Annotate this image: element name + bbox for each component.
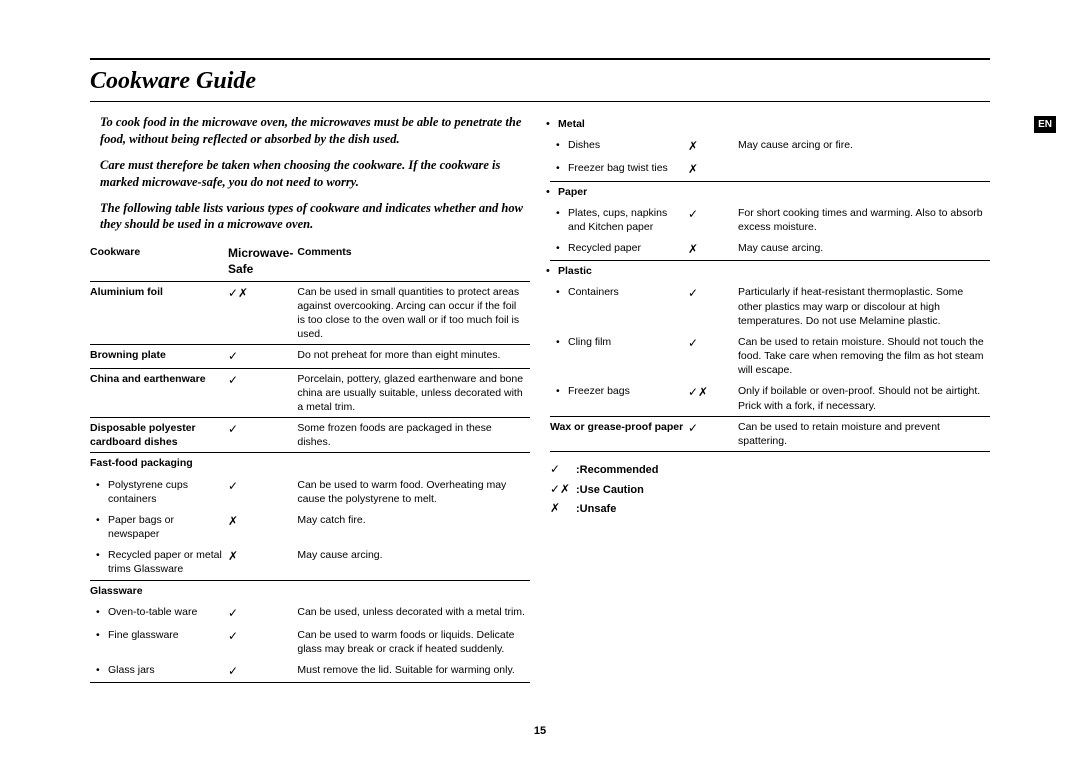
table-cell-comment: Can be used in small quantities to prote… xyxy=(297,281,530,345)
table-cell-comment: Can be used, unless decorated with a met… xyxy=(297,601,530,624)
table-cell-safe: ✗ xyxy=(228,509,297,544)
page-number: 15 xyxy=(0,725,1080,737)
table-cell-comment: Particularly if heat-resistant thermopla… xyxy=(738,282,990,332)
table-cell-name: Glass jars xyxy=(90,660,228,683)
table-cell-safe: ✓ xyxy=(688,416,738,451)
table-cell-name: Dishes xyxy=(550,135,688,158)
table-cell-comment: May cause arcing. xyxy=(297,545,530,580)
table-cell-comment: May cause arcing or fire. xyxy=(738,135,990,158)
table-cell-safe: ✓ xyxy=(688,331,738,381)
table-cell-safe: ✓ xyxy=(228,418,297,453)
intro-para-1: To cook food in the microwave oven, the … xyxy=(90,114,530,148)
right-column: MetalDishes✗May cause arcing or fire.Fre… xyxy=(550,114,990,683)
table-cell-safe: ✓ xyxy=(228,601,297,624)
table-cell-safe: ✓ xyxy=(228,624,297,659)
table-cell-safe: ✗ xyxy=(228,545,297,580)
table-cell-comment xyxy=(738,158,990,181)
table-cell-name: Freezer bags xyxy=(550,381,688,416)
table-cell-comment: Some frozen foods are packaged in these … xyxy=(297,418,530,453)
page-title: Cookware Guide xyxy=(90,68,990,95)
col-header-safe: Microwave-Safe xyxy=(228,242,297,281)
table-cell-safe: ✓ xyxy=(228,474,297,509)
content-columns: To cook food in the microwave oven, the … xyxy=(90,114,990,683)
cookware-table-left: Cookware Microwave-Safe Comments Alumini… xyxy=(90,242,530,683)
table-cell-name: Recycled paper xyxy=(550,238,688,261)
col-header-cookware: Cookware xyxy=(90,242,228,281)
rule-below-title xyxy=(90,101,990,102)
table-cell-name: Recycled paper or metal trims Glassware xyxy=(90,545,228,580)
table-cell-name: Cling film xyxy=(550,331,688,381)
intro-para-2: Care must therefore be taken when choosi… xyxy=(90,157,530,191)
table-cell-comment: May catch fire. xyxy=(297,509,530,544)
col-header-comments: Comments xyxy=(297,242,530,281)
table-cell-comment: Can be used to retain moisture. Should n… xyxy=(738,331,990,381)
table-cell-name: Freezer bag twist ties xyxy=(550,158,688,181)
table-cell-safe: ✓ xyxy=(688,282,738,332)
table-cell-name: Aluminium foil xyxy=(90,281,228,345)
table-cell-name: Containers xyxy=(550,282,688,332)
legend-item: ✗:Unsafe xyxy=(550,499,990,519)
table-cell-comment: May cause arcing. xyxy=(738,238,990,261)
table-cell-safe: ✓ xyxy=(688,202,738,237)
table-cell-safe: ✓ xyxy=(228,660,297,683)
table-cell-name: China and earthenware xyxy=(90,368,228,418)
table-cell-comment: Must remove the lid. Suitable for warmin… xyxy=(297,660,530,683)
table-cell-name: Browning plate xyxy=(90,345,228,368)
table-cell-name: Disposable polyester cardboard dishes xyxy=(90,418,228,453)
table-cell-safe: ✗ xyxy=(688,158,738,181)
table-cell-comment: Can be used to warm food. Overheating ma… xyxy=(297,474,530,509)
table-cell-safe: ✓ xyxy=(228,345,297,368)
table-cell-comment: Only if boilable or oven-proof. Should n… xyxy=(738,381,990,416)
intro-para-3: The following table lists various types … xyxy=(90,200,530,234)
table-cell-comment: Can be used to retain moisture and preve… xyxy=(738,416,990,451)
table-cell-safe: ✓✗ xyxy=(688,381,738,416)
table-cell-comment: Porcelain, pottery, glazed earthenware a… xyxy=(297,368,530,418)
legend-item: ✓:Recommended xyxy=(550,460,990,480)
table-cell-name: Oven-to-table ware xyxy=(90,601,228,624)
table-cell-safe: ✓✗ xyxy=(228,281,297,345)
table-cell-safe: ✗ xyxy=(688,238,738,261)
table-cell-comment: Can be used to warm foods or liquids. De… xyxy=(297,624,530,659)
table-cell-name: Plates, cups, napkins and Kitchen paper xyxy=(550,202,688,237)
table-cell-name: Polystyrene cups containers xyxy=(90,474,228,509)
table-cell-comment: For short cooking times and warming. Als… xyxy=(738,202,990,237)
left-column: To cook food in the microwave oven, the … xyxy=(90,114,530,683)
cookware-table-right: MetalDishes✗May cause arcing or fire.Fre… xyxy=(550,114,990,452)
legend: ✓:Recommended✓✗:Use Caution✗:Unsafe xyxy=(550,460,990,519)
legend-item: ✓✗:Use Caution xyxy=(550,480,990,500)
rule-top xyxy=(90,58,990,60)
lang-badge: EN xyxy=(1034,116,1056,133)
table-cell-name: Paper bags or newspaper xyxy=(90,509,228,544)
table-cell-safe: ✓ xyxy=(228,368,297,418)
table-cell-name: Fine glassware xyxy=(90,624,228,659)
table-cell-safe: ✗ xyxy=(688,135,738,158)
table-cell-comment: Do not preheat for more than eight minut… xyxy=(297,345,530,368)
table-cell-name: Wax or grease-proof paper xyxy=(550,416,688,451)
